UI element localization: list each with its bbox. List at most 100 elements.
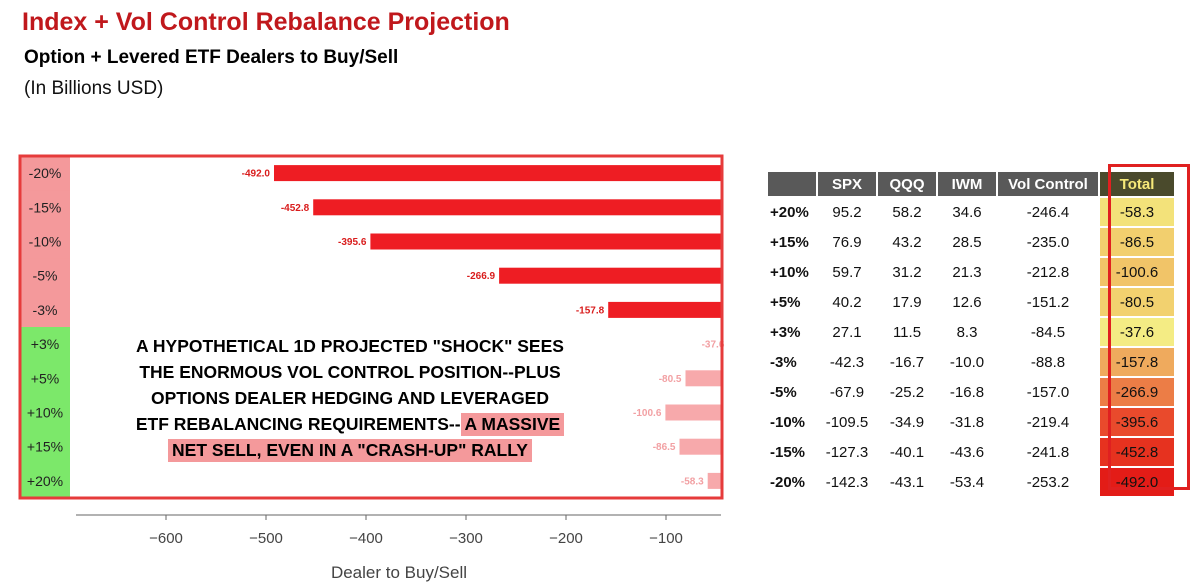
cell-total: -86.5 (1100, 228, 1174, 256)
cell-qqq: 11.5 (892, 323, 922, 341)
category-label: +20% (27, 473, 63, 489)
cell-iwm: -43.6 (949, 443, 985, 461)
header-spx: SPX (818, 172, 876, 196)
bar (274, 165, 721, 182)
cell-qqq: -34.9 (889, 413, 925, 431)
cell-iwm: 34.6 (952, 203, 982, 221)
data-label: -37.6 (702, 340, 725, 351)
cell-spx: 27.1 (832, 323, 862, 341)
cell-total: -395.6 (1100, 408, 1174, 436)
data-label: -492.0 (242, 169, 271, 180)
row-label: +15% (770, 233, 809, 251)
cell-spx: -127.3 (825, 443, 869, 461)
cell-spx: -142.3 (825, 473, 869, 491)
cell-total: -80.5 (1100, 288, 1174, 316)
row-label: -15% (770, 443, 806, 461)
table-row: +15% 76.9 43.2 28.5 -235.0 -86.5 (768, 228, 1174, 256)
chart-frame (18, 154, 724, 500)
cell-spx: 40.2 (832, 293, 862, 311)
cell-total: -157.8 (1100, 348, 1174, 376)
cell-spx: -42.3 (829, 353, 865, 371)
bar-chart: -20% -15% -10% -5% -3% +3% +5% +10% +15% +20% -492… (18, 154, 725, 582)
row-label: -20% (770, 473, 806, 491)
table-row: -20% -142.3 -43.1 -53.4 -253.2 -492.0 (768, 468, 1174, 496)
cell-qqq: 58.2 (892, 203, 922, 221)
x-tick-label: −500 (249, 530, 283, 547)
table-row: -3% -42.3 -16.7 -10.0 -88.8 -157.8 (768, 348, 1174, 376)
data-label: -452.8 (281, 203, 310, 214)
data-label: -58.3 (681, 476, 704, 487)
header-iwm: IWM (938, 172, 996, 196)
cell-total: -100.6 (1100, 258, 1174, 286)
cell-qqq: 17.9 (892, 293, 922, 311)
header-qqq: QQQ (878, 172, 936, 196)
bar (370, 233, 721, 250)
cell-total: -58.3 (1100, 198, 1174, 226)
data-label: -86.5 (653, 442, 676, 453)
cell-qqq: -40.1 (889, 443, 925, 461)
cell-vol: -219.4 (1026, 413, 1070, 431)
bar (499, 267, 721, 284)
category-band (20, 327, 70, 362)
table-row: -10% -109.5 -34.9 -31.8 -219.4 -395.6 (768, 408, 1174, 436)
cell-spx: 76.9 (832, 233, 862, 251)
row-label: +20% (770, 203, 809, 221)
cell-spx: 95.2 (832, 203, 862, 221)
cell-spx: -67.9 (829, 383, 865, 401)
bar (685, 370, 721, 387)
x-tick-label: −300 (449, 530, 483, 547)
category-band (20, 463, 70, 499)
table-header-row: SPX QQQ IWM Vol Control Total (768, 172, 1174, 196)
cell-vol: -212.8 (1026, 263, 1070, 281)
x-tick-label: −100 (649, 530, 683, 547)
category-label: -10% (29, 234, 62, 250)
cell-iwm: -31.8 (949, 413, 985, 431)
units-label: (In Billions USD) (24, 78, 164, 99)
header-vol-control: Vol Control (998, 172, 1098, 196)
table-row: +10% 59.7 31.2 21.3 -212.8 -100.6 (768, 258, 1174, 286)
category-label: -15% (29, 199, 62, 215)
cell-total: -266.9 (1100, 378, 1174, 406)
row-label: +3% (770, 323, 801, 341)
data-label: -80.5 (659, 374, 682, 385)
bar (665, 404, 721, 421)
category-label: +10% (27, 405, 63, 421)
cell-vol: -246.4 (1026, 203, 1070, 221)
row-label: -5% (770, 383, 797, 401)
cell-iwm: 12.6 (952, 293, 982, 311)
cell-spx: 59.7 (832, 263, 862, 281)
cell-iwm: 8.3 (956, 323, 978, 341)
projection-table: SPX QQQ IWM Vol Control Total +20% 95.2 58… (766, 170, 1176, 498)
cell-vol: -241.8 (1026, 443, 1070, 461)
header-total: Total (1100, 172, 1174, 196)
cell-vol: -88.8 (1030, 353, 1066, 371)
bar (313, 199, 721, 216)
category-band (20, 361, 70, 396)
x-tick-label: −400 (349, 530, 383, 547)
cell-total: -452.8 (1100, 438, 1174, 466)
x-axis-title: Dealer to Buy/Sell (331, 563, 467, 582)
bar (608, 301, 721, 318)
row-label: +10% (770, 263, 809, 281)
category-label: +3% (31, 336, 59, 352)
cell-total: -37.6 (1100, 318, 1174, 346)
bar (707, 472, 721, 489)
row-label: -3% (770, 353, 797, 371)
category-band (20, 292, 70, 328)
x-tick-label: −200 (549, 530, 583, 547)
row-label: -10% (770, 413, 806, 431)
cell-iwm: 28.5 (952, 233, 982, 251)
cell-iwm: -10.0 (949, 353, 985, 371)
category-band (20, 429, 70, 465)
category-band (20, 395, 70, 431)
category-label: +5% (31, 370, 59, 386)
category-label: -5% (33, 268, 58, 284)
table-row: +5% 40.2 17.9 12.6 -151.2 -80.5 (768, 288, 1174, 316)
data-label: -157.8 (576, 305, 605, 316)
cell-qqq: -16.7 (889, 353, 925, 371)
x-tick-label: −600 (149, 530, 183, 547)
category-band (20, 224, 70, 260)
category-band (20, 258, 70, 294)
bar (679, 438, 721, 455)
cell-spx: -109.5 (825, 413, 869, 431)
